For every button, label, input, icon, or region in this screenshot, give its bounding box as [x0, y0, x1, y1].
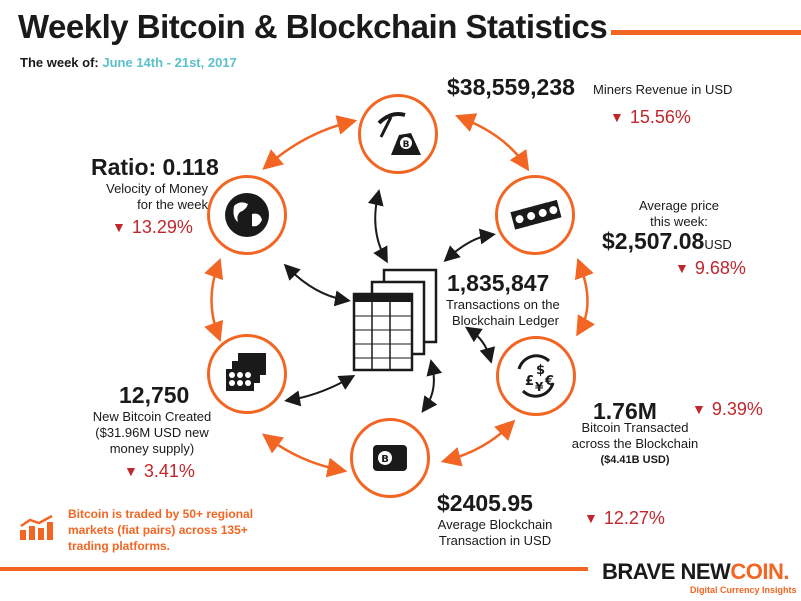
arrow-globe-miners	[262, 115, 358, 170]
created-label-line2: ($31.96M USD new	[95, 425, 209, 440]
week-label: The week of:	[20, 55, 99, 70]
change-value: 12.27%	[603, 508, 665, 528]
avg-transaction-label-line2: Transaction in USD	[438, 533, 552, 548]
footer-divider	[0, 567, 588, 571]
miners-revenue-change: ▼ 15.56%	[610, 107, 691, 128]
created-node	[207, 334, 287, 414]
transacted-value: 1.76M	[593, 398, 657, 424]
brand-main: BRAVE NEW	[602, 559, 731, 584]
trading-note: Bitcoin is traded by 50+ regional market…	[68, 507, 254, 553]
change-value: 9.39%	[711, 399, 763, 419]
avg-transaction-label: Average Blockchain Transaction in USD	[420, 517, 570, 549]
avg-price-value: $2,507.08	[602, 228, 705, 254]
arrow-center-miners	[367, 189, 388, 264]
change-value: 9.68%	[694, 258, 746, 278]
change-value: 13.29%	[131, 217, 193, 237]
created-label: New Bitcoin Created ($31.96M USD new mon…	[82, 409, 222, 457]
transacted-node: £ $ ¥ €	[496, 336, 576, 416]
price-node	[495, 175, 575, 255]
transacted-label-line2: across the Blockchain	[571, 436, 699, 451]
svg-text:€: €	[544, 374, 554, 389]
arrow-center-coins	[284, 375, 356, 407]
down-triangle-icon: ▼	[692, 401, 706, 417]
avg-price-value-line: $2,507.08USD	[602, 228, 732, 255]
title-divider	[611, 30, 801, 35]
brand-logo: BRAVE NEWCOIN.	[602, 559, 789, 585]
arrow-wallet-coins	[261, 433, 348, 478]
mining-node: B	[358, 94, 438, 174]
velocity-label-line2: for the week	[137, 197, 208, 212]
svg-text:B: B	[403, 140, 410, 150]
created-label-line1: New Bitcoin Created	[92, 409, 212, 424]
svg-text:$: $	[536, 363, 545, 378]
created-change: ▼ 3.41%	[124, 461, 195, 482]
arrow-coins-globe	[204, 257, 224, 343]
week-dates: June 14th - 21st, 2017	[102, 55, 237, 70]
transacted-label-line1: Bitcoin Transacted	[581, 420, 689, 435]
ledger-icon	[352, 268, 438, 372]
created-label-line3: money supply)	[109, 441, 195, 456]
velocity-label: Velocity of Money for the week	[88, 181, 208, 213]
transacted-change: ▼ 9.39%	[692, 399, 763, 420]
transacted-label: Bitcoin Transacted across the Blockchain…	[550, 420, 720, 468]
avg-price-label-line1: Average price	[639, 198, 719, 213]
velocity-node	[207, 175, 287, 255]
transactions-label-line2: Blockchain Ledger	[452, 313, 559, 328]
avg-price-label: Average price this week:	[624, 198, 734, 230]
arrow-miners-price	[455, 113, 530, 172]
wallet-icon: B	[373, 445, 407, 471]
arrow-center-transacted	[465, 326, 496, 364]
arrow-transacted-wallet	[440, 419, 516, 467]
avg-transaction-change: ▼ 12.27%	[584, 508, 665, 529]
brand-tagline: Digital Currency Insights	[690, 585, 797, 595]
down-triangle-icon: ▼	[584, 510, 598, 526]
velocity-change: ▼ 13.29%	[112, 217, 193, 238]
avg-price-change: ▼ 9.68%	[675, 258, 746, 279]
down-triangle-icon: ▼	[675, 260, 689, 276]
avg-transaction-value: $2405.95	[437, 490, 533, 516]
avg-transaction-node: B	[350, 418, 430, 498]
avg-price-unit: USD	[704, 237, 732, 252]
transacted-label-line3: ($4.41B USD)	[600, 454, 670, 466]
pickaxe-icon: B	[377, 112, 421, 155]
transactions-value: 1,835,847	[447, 270, 550, 296]
miners-revenue-value: $38,559,238	[447, 74, 575, 100]
page-title: Weekly Bitcoin & Blockchain Statistics	[18, 8, 608, 45]
transactions-label: Transactions on the Blockchain Ledger	[446, 297, 560, 329]
velocity-label-line1: Velocity of Money	[106, 181, 208, 196]
brand-accent: COIN.	[730, 559, 789, 584]
down-triangle-icon: ▼	[610, 109, 624, 125]
arrow-center-wallet	[421, 359, 443, 413]
week-line: The week of: June 14th - 21st, 2017	[20, 55, 237, 70]
change-value: 3.41%	[143, 461, 195, 481]
globe-icon	[225, 193, 269, 237]
arrow-center-globe	[283, 263, 351, 307]
velocity-ratio-value: Ratio: 0.118	[91, 154, 219, 180]
banknotes-icon	[510, 199, 562, 230]
currency-exchange-icon: £ $ ¥ €	[517, 354, 555, 398]
arrow-price-transacted	[575, 257, 596, 337]
svg-text:B: B	[381, 454, 389, 465]
miners-revenue-label: Miners Revenue in USD	[593, 82, 733, 97]
coin-stack-icon	[226, 353, 266, 391]
growth-chart-icon	[20, 514, 53, 540]
svg-text:¥: ¥	[535, 380, 544, 394]
avg-transaction-label-line1: Average Blockchain	[437, 517, 553, 532]
down-triangle-icon: ▼	[112, 219, 126, 235]
down-triangle-icon: ▼	[124, 463, 138, 479]
arrow-center-price	[443, 228, 496, 263]
change-value: 15.56%	[629, 107, 691, 127]
created-value: 12,750	[119, 382, 190, 408]
transactions-label-line1: Transactions on the	[446, 297, 560, 312]
svg-text:£: £	[525, 374, 534, 389]
avg-price-label-line2: this week:	[650, 214, 708, 229]
